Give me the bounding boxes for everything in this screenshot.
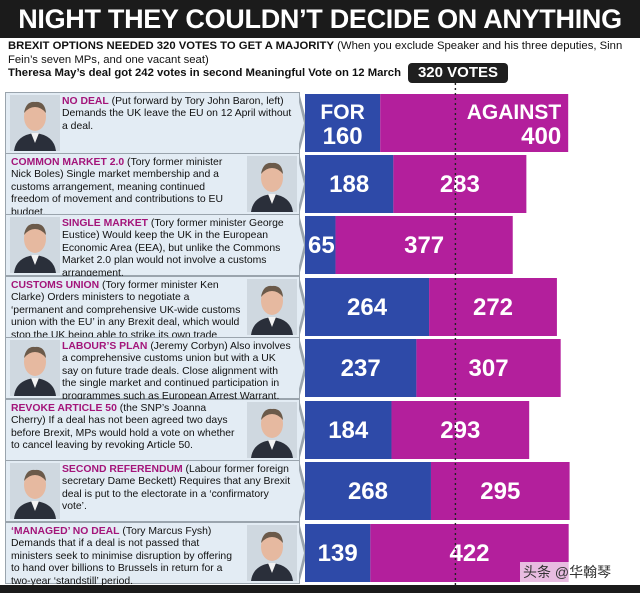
intro-note: (When you exclude Speaker and his three … (8, 40, 623, 66)
mp-portrait (10, 340, 60, 396)
page-title: NIGHT THEY COULDN’T DECIDE ON ANYTHING (0, 0, 640, 38)
option-detail: (the SNP’s Joanna Cherry) If a deal has … (11, 403, 235, 452)
option-detail: (Jeremy Corbyn) Also involves a comprehe… (62, 341, 291, 402)
for-bar (305, 155, 394, 213)
for-bar (305, 216, 336, 274)
for-value-label: 264 (347, 294, 388, 321)
against-bar (393, 155, 527, 213)
mp-portrait (10, 463, 60, 519)
against-value-label: 293 (440, 417, 480, 444)
against-value-label: 400 (521, 123, 561, 150)
against-value-label: 307 (469, 355, 509, 382)
mp-portrait (247, 156, 297, 212)
card-pointer-fill (297, 339, 304, 397)
for-value-label: 237 (341, 355, 381, 382)
option-detail: (Put forward by Tory John Baron, left) D… (62, 96, 292, 132)
for-bar (305, 462, 431, 520)
card-pointer-fill (297, 94, 304, 152)
against-bar (335, 216, 513, 274)
watermark: 头条 @华翰琴 (520, 562, 615, 582)
option-headline: CUSTOMS UNION (11, 280, 100, 291)
card-pointer-fill (297, 462, 304, 520)
for-bar (305, 94, 381, 152)
option-detail: (Tory former minister Nick Boles) Single… (11, 157, 223, 218)
against-bar (391, 401, 530, 459)
option-description: SECOND REFERENDUM (Labour former foreign… (62, 464, 294, 514)
against-bar (429, 278, 557, 336)
for-bar (305, 524, 371, 582)
for-bar (305, 401, 392, 459)
intro-text: BREXIT OPTIONS NEEDED 320 VOTES TO GET A… (8, 40, 634, 81)
option-headline: SINGLE MARKET (62, 218, 149, 229)
against-label: AGAINST (467, 101, 562, 124)
option-description: REVOKE ARTICLE 50 (the SNP’s Joanna Cher… (11, 403, 243, 453)
card-pointer-fill (297, 524, 304, 582)
option-headline: SECOND REFERENDUM (62, 464, 183, 475)
option-headline: ‘MANAGED’ NO DEAL (11, 526, 120, 537)
card-pointer-fill (297, 278, 304, 336)
against-bar (430, 462, 570, 520)
mp-portrait (247, 525, 297, 581)
option-headline: REVOKE ARTICLE 50 (11, 403, 117, 414)
for-value-label: 268 (348, 478, 388, 505)
mp-portrait (247, 402, 297, 458)
bottom-band (0, 585, 640, 593)
against-bar (416, 339, 561, 397)
majority-label: 320 VOTES (408, 63, 508, 83)
against-value-label: 272 (473, 294, 513, 321)
for-bar (305, 339, 417, 397)
option-headline: NO DEAL (62, 96, 109, 107)
intro-headline: BREXIT OPTIONS NEEDED 320 VOTES TO GET A… (8, 40, 334, 52)
option-headline: COMMON MARKET 2.0 (11, 157, 125, 168)
card-pointer-fill (297, 216, 304, 274)
against-value-label: 422 (449, 540, 489, 567)
for-value-label: 139 (318, 540, 358, 567)
against-bar (380, 94, 569, 152)
option-detail: (Tory former minister George Eustice) Wo… (62, 218, 284, 279)
option-description: SINGLE MARKET (Tory former minister Geor… (62, 218, 294, 280)
card-pointer-fill (297, 155, 304, 213)
for-label: FOR (320, 101, 364, 124)
against-value-label: 377 (404, 232, 444, 259)
for-bar (305, 278, 430, 336)
mp-portrait (247, 279, 297, 335)
for-value-label: 188 (329, 171, 369, 198)
option-detail: (Tory Marcus Fysh) Demands that if a dea… (11, 526, 232, 587)
against-value-label: 283 (440, 171, 480, 198)
option-description: ‘MANAGED’ NO DEAL (Tory Marcus Fysh) Dem… (11, 526, 243, 588)
option-description: LABOUR’S PLAN (Jeremy Corbyn) Also invol… (62, 341, 294, 403)
for-value-label: 184 (328, 417, 369, 444)
for-value-label: 65 (308, 232, 335, 259)
against-value-label: 295 (480, 478, 520, 505)
card-pointer-fill (297, 401, 304, 459)
option-headline: LABOUR’S PLAN (62, 341, 148, 352)
for-value-label: 160 (323, 123, 363, 150)
option-detail: (Labour former foreign secretary Dame Be… (62, 464, 291, 513)
mp-portrait (10, 95, 60, 151)
mp-portrait (10, 217, 60, 273)
intro-may-deal: Theresa May’s deal got 242 votes in seco… (8, 67, 401, 79)
option-description: COMMON MARKET 2.0 (Tory former minister … (11, 157, 243, 219)
option-description: NO DEAL (Put forward by Tory John Baron,… (62, 96, 294, 133)
